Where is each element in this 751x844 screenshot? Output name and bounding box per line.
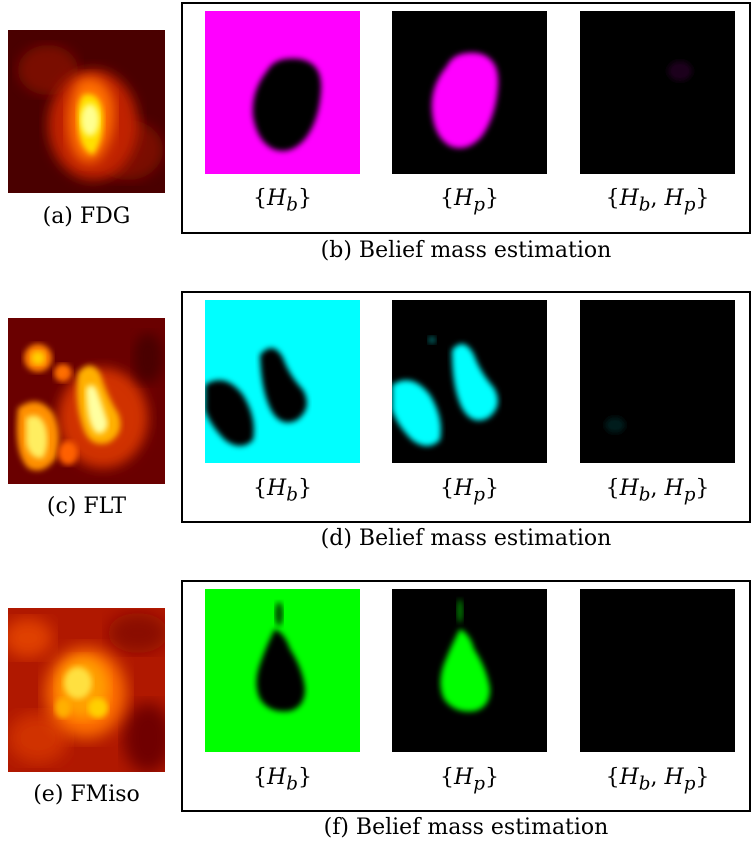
label-hp-fdg: {Hp} [440,186,499,216]
mass-image-hp-fmiso [392,589,547,752]
belief-frame-flt [181,291,751,523]
mass-image-hbhp-fmiso [580,589,735,752]
mass-image-hbhp-fdg [580,11,735,174]
belief-caption-b: (b) Belief mass estimation [320,238,612,263]
belief-frame-fmiso [181,580,751,812]
belief-caption-d: (d) Belief mass estimation [320,526,612,551]
belief-frame-fdg [181,2,751,234]
mass-image-hb-fmiso [205,589,360,752]
pet-image-fmiso [8,608,165,772]
label-hbhp-fdg: {Hb, Hp} [605,186,710,216]
mass-image-hb-fdg [205,11,360,174]
pet-image-fdg [8,30,165,193]
pet-image-flt [8,318,165,484]
label-hb-flt: {Hb} [253,476,312,506]
pet-caption-flt: (c) FLT [46,494,127,519]
label-hp-fmiso: {Hp} [440,765,499,795]
label-hp-flt: {Hp} [440,476,499,506]
label-hbhp-flt: {Hb, Hp} [605,476,710,506]
mass-image-hbhp-flt [580,300,735,463]
pet-caption-fdg: (a) FDG [42,204,131,229]
label-hb-fdg: {Hb} [253,186,312,216]
mass-image-hp-flt [392,300,547,463]
belief-caption-f: (f) Belief mass estimation [323,815,609,840]
mass-image-hb-flt [205,300,360,463]
label-hbhp-fmiso: {Hb, Hp} [605,765,710,795]
mass-image-hp-fdg [392,11,547,174]
pet-caption-fmiso: (e) FMiso [33,782,140,807]
label-hb-fmiso: {Hb} [253,765,312,795]
